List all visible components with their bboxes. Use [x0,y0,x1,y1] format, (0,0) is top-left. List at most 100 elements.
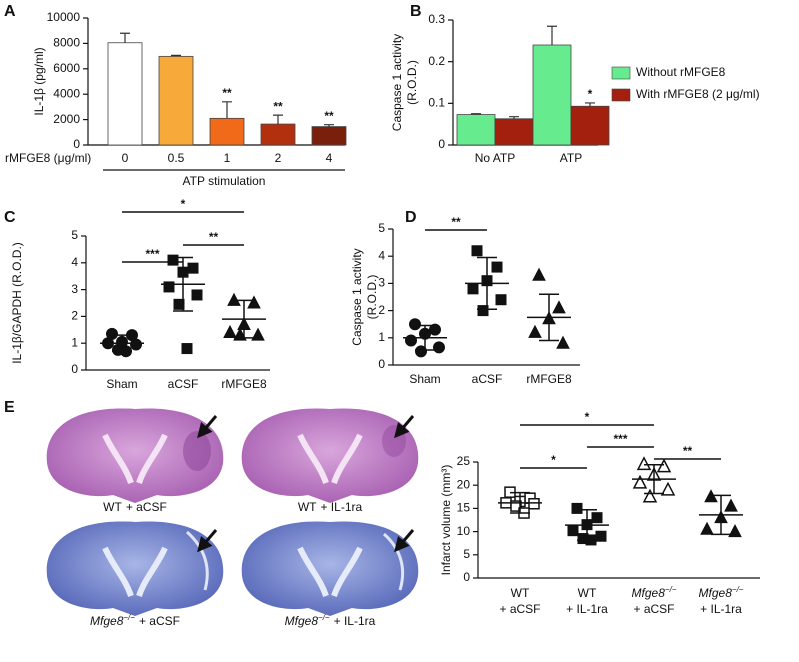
label-suffix: + IL-1ra [566,602,608,616]
error-bar [509,116,519,119]
bar [260,123,296,146]
y-tick-label: 6000 [53,61,80,75]
y-tick-label: 5 [463,547,470,561]
label: Mfge8−/− + aCSF [90,613,180,629]
significance: * [181,197,186,211]
sd-bar [173,256,193,312]
brain-section [241,521,419,616]
y-tick-label: 2 [378,303,385,317]
bar [456,114,496,146]
y-tick-label: 0 [438,137,445,151]
panel-letter: D [405,209,417,226]
x-tick-label: ATP [560,151,582,165]
point [660,481,676,496]
point [251,327,265,341]
label-sup: −/− [318,613,330,622]
x-tick-label: rMFGE8 [221,377,267,391]
error-bar [171,54,181,57]
point [409,318,421,331]
label-suffix: + aCSF [139,614,180,628]
y-tick-label: 0 [378,357,385,371]
sd-bar [539,293,559,342]
point [642,488,658,503]
label: Mfge8−/− [632,585,677,601]
label-suffix: + aCSF [633,602,674,616]
point [571,502,583,514]
legend-swatch [611,88,631,102]
label-suffix: + IL-1ra [700,602,742,616]
label-name: Mfge8 [90,614,124,628]
label-name: Mfge8 [699,586,733,600]
point [247,295,261,309]
label-name: WT [298,500,317,514]
x-tick-label: aCSF [168,377,199,391]
y-tick-label: 15 [457,501,471,515]
y-tick-label: 1 [71,335,78,349]
label-sup: −/− [665,585,677,594]
legend-label: With rMFGE8 (2 μg/ml) [636,87,760,101]
point [724,498,738,512]
significance: ** [324,109,334,123]
y-tick-label: 3 [71,282,78,296]
panel-letter: C [4,209,16,226]
panel-letter: A [4,3,16,20]
significance: ** [209,230,219,244]
significance: ** [222,86,232,100]
sd-bar [234,299,254,339]
point [636,456,652,471]
brain-section [241,408,419,503]
y-axis-label: Caspase 1 activity [350,248,364,345]
point [130,338,142,351]
point [491,261,503,273]
sd-bar [644,464,664,495]
point [433,341,445,354]
x-tick-label: Sham [106,377,137,391]
point [467,283,479,295]
error-bar [585,102,595,107]
y-axis-label: (R.O.D.) [405,60,419,105]
x-tick-label: aCSF [472,372,503,386]
error-bar [273,114,283,125]
y-tick-label: 10 [457,524,471,538]
y-tick-label: 8000 [53,36,80,50]
y-axis-label: Caspase 1 activity [390,34,404,131]
sd-bar [510,491,530,514]
point [429,323,441,336]
error-bar [471,113,481,115]
sd-bar [112,334,132,352]
significance: *** [613,432,627,446]
significance: ** [273,99,283,113]
point [181,343,193,355]
label-suffix: + IL-1ra [320,500,362,514]
point [495,294,507,306]
significance: * [585,410,590,424]
significance: * [588,87,593,101]
error-bar [120,32,130,43]
bar [532,44,572,146]
significance: *** [145,247,159,261]
significance: ** [451,215,461,229]
y-tick-label: 0 [463,570,470,584]
y-tick-label: 5 [378,221,385,235]
y-tick-label: 2 [71,309,78,323]
y-tick-label: 0 [73,137,80,151]
y-tick-label: 4 [378,248,385,262]
label: WT [578,586,597,600]
point [167,254,179,266]
point [632,474,648,489]
bar [209,117,245,146]
point [477,305,489,317]
label: WT [511,586,530,600]
point [223,324,237,338]
label-suffix: + aCSF [499,602,540,616]
sd-bar [415,324,435,351]
y-tick-label: 20 [457,477,471,491]
y-tick-label: 2000 [53,112,80,126]
sd-bar [711,494,731,536]
label-name: WT [511,586,530,600]
significance: ** [683,444,693,458]
point [595,530,607,542]
y-tick-label: 5 [71,228,78,242]
